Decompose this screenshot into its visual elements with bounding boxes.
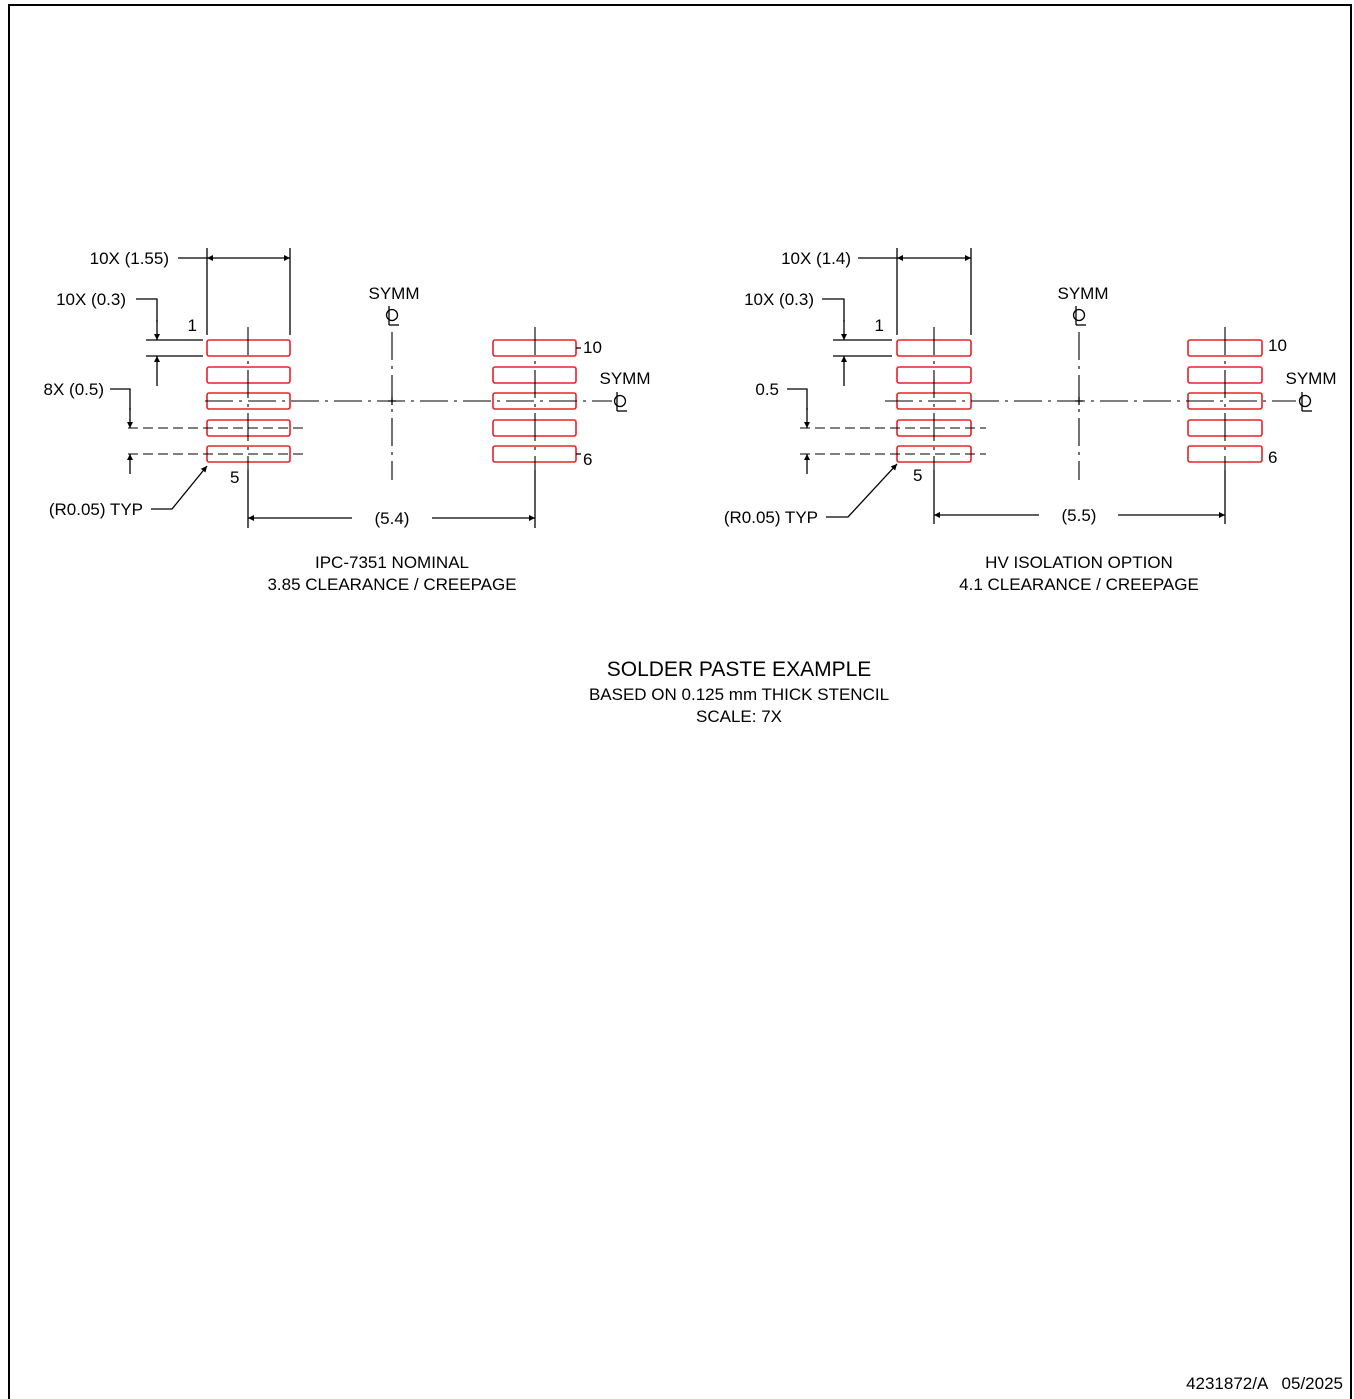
pin-6-label: 6 (583, 450, 592, 469)
pin-1-label: 1 (188, 316, 197, 335)
document-id: 4231872/A 05/2025 (1186, 1374, 1343, 1393)
pad-width-dim-label: 10X (0.3) (744, 290, 814, 309)
centerline-symbol-icon (1072, 306, 1086, 326)
drawing-scale: SCALE: 7X (696, 707, 782, 726)
pin-6-label: 6 (1268, 448, 1277, 467)
drawing-subtitle: BASED ON 0.125 mm THICK STENCIL (589, 685, 889, 704)
pad-width-dim-label: 10X (0.3) (56, 290, 126, 309)
symm-top-label: SYMM (1058, 284, 1109, 303)
right-caption-line2: 4.1 CLEARANCE / CREEPAGE (959, 575, 1199, 594)
pin-10-label: 10 (1268, 336, 1287, 355)
centerline-symbol-icon (613, 392, 627, 412)
radius-dim-label: (R0.05) TYP (49, 500, 143, 519)
pitch-dim-label: 0.5 (755, 380, 779, 399)
sheet-border (8, 4, 1352, 1399)
pad-length-dim-label: 10X (1.55) (90, 249, 169, 268)
symm-top-label: SYMM (369, 284, 420, 303)
drawing-title: SOLDER PASTE EXAMPLE (607, 658, 872, 681)
pad-span-dim-label: (5.5) (1062, 506, 1097, 525)
symm-right-label: SYMM (1286, 369, 1337, 388)
pad-span-dim-label: (5.4) (375, 509, 410, 528)
pin-1-label: 1 (875, 316, 884, 335)
pin-5-label: 5 (230, 468, 239, 487)
radius-dim-label: (R0.05) TYP (724, 508, 818, 527)
right-land-pattern-view: 10X (1.4) 10X (0.3) 0.5 (R0.05) TYP (5.5… (724, 248, 1337, 594)
pin-10-label: 10 (583, 338, 602, 357)
pin-5-label: 5 (913, 466, 922, 485)
left-caption-line1: IPC-7351 NOMINAL (315, 553, 469, 572)
left-land-pattern-view: 10X (1.55) 10X (0.3) 8X (0.5) (R0.05) TY… (44, 248, 651, 594)
right-caption-line1: HV ISOLATION OPTION (985, 553, 1173, 572)
pitch-dim-label: 8X (0.5) (44, 380, 104, 399)
symm-right-label: SYMM (600, 369, 651, 388)
left-caption-line2: 3.85 CLEARANCE / CREEPAGE (267, 575, 516, 594)
centerline-symbol-icon (385, 306, 399, 326)
pad-length-dim-label: 10X (1.4) (781, 249, 851, 268)
centerline-symbol-icon (1298, 392, 1312, 412)
